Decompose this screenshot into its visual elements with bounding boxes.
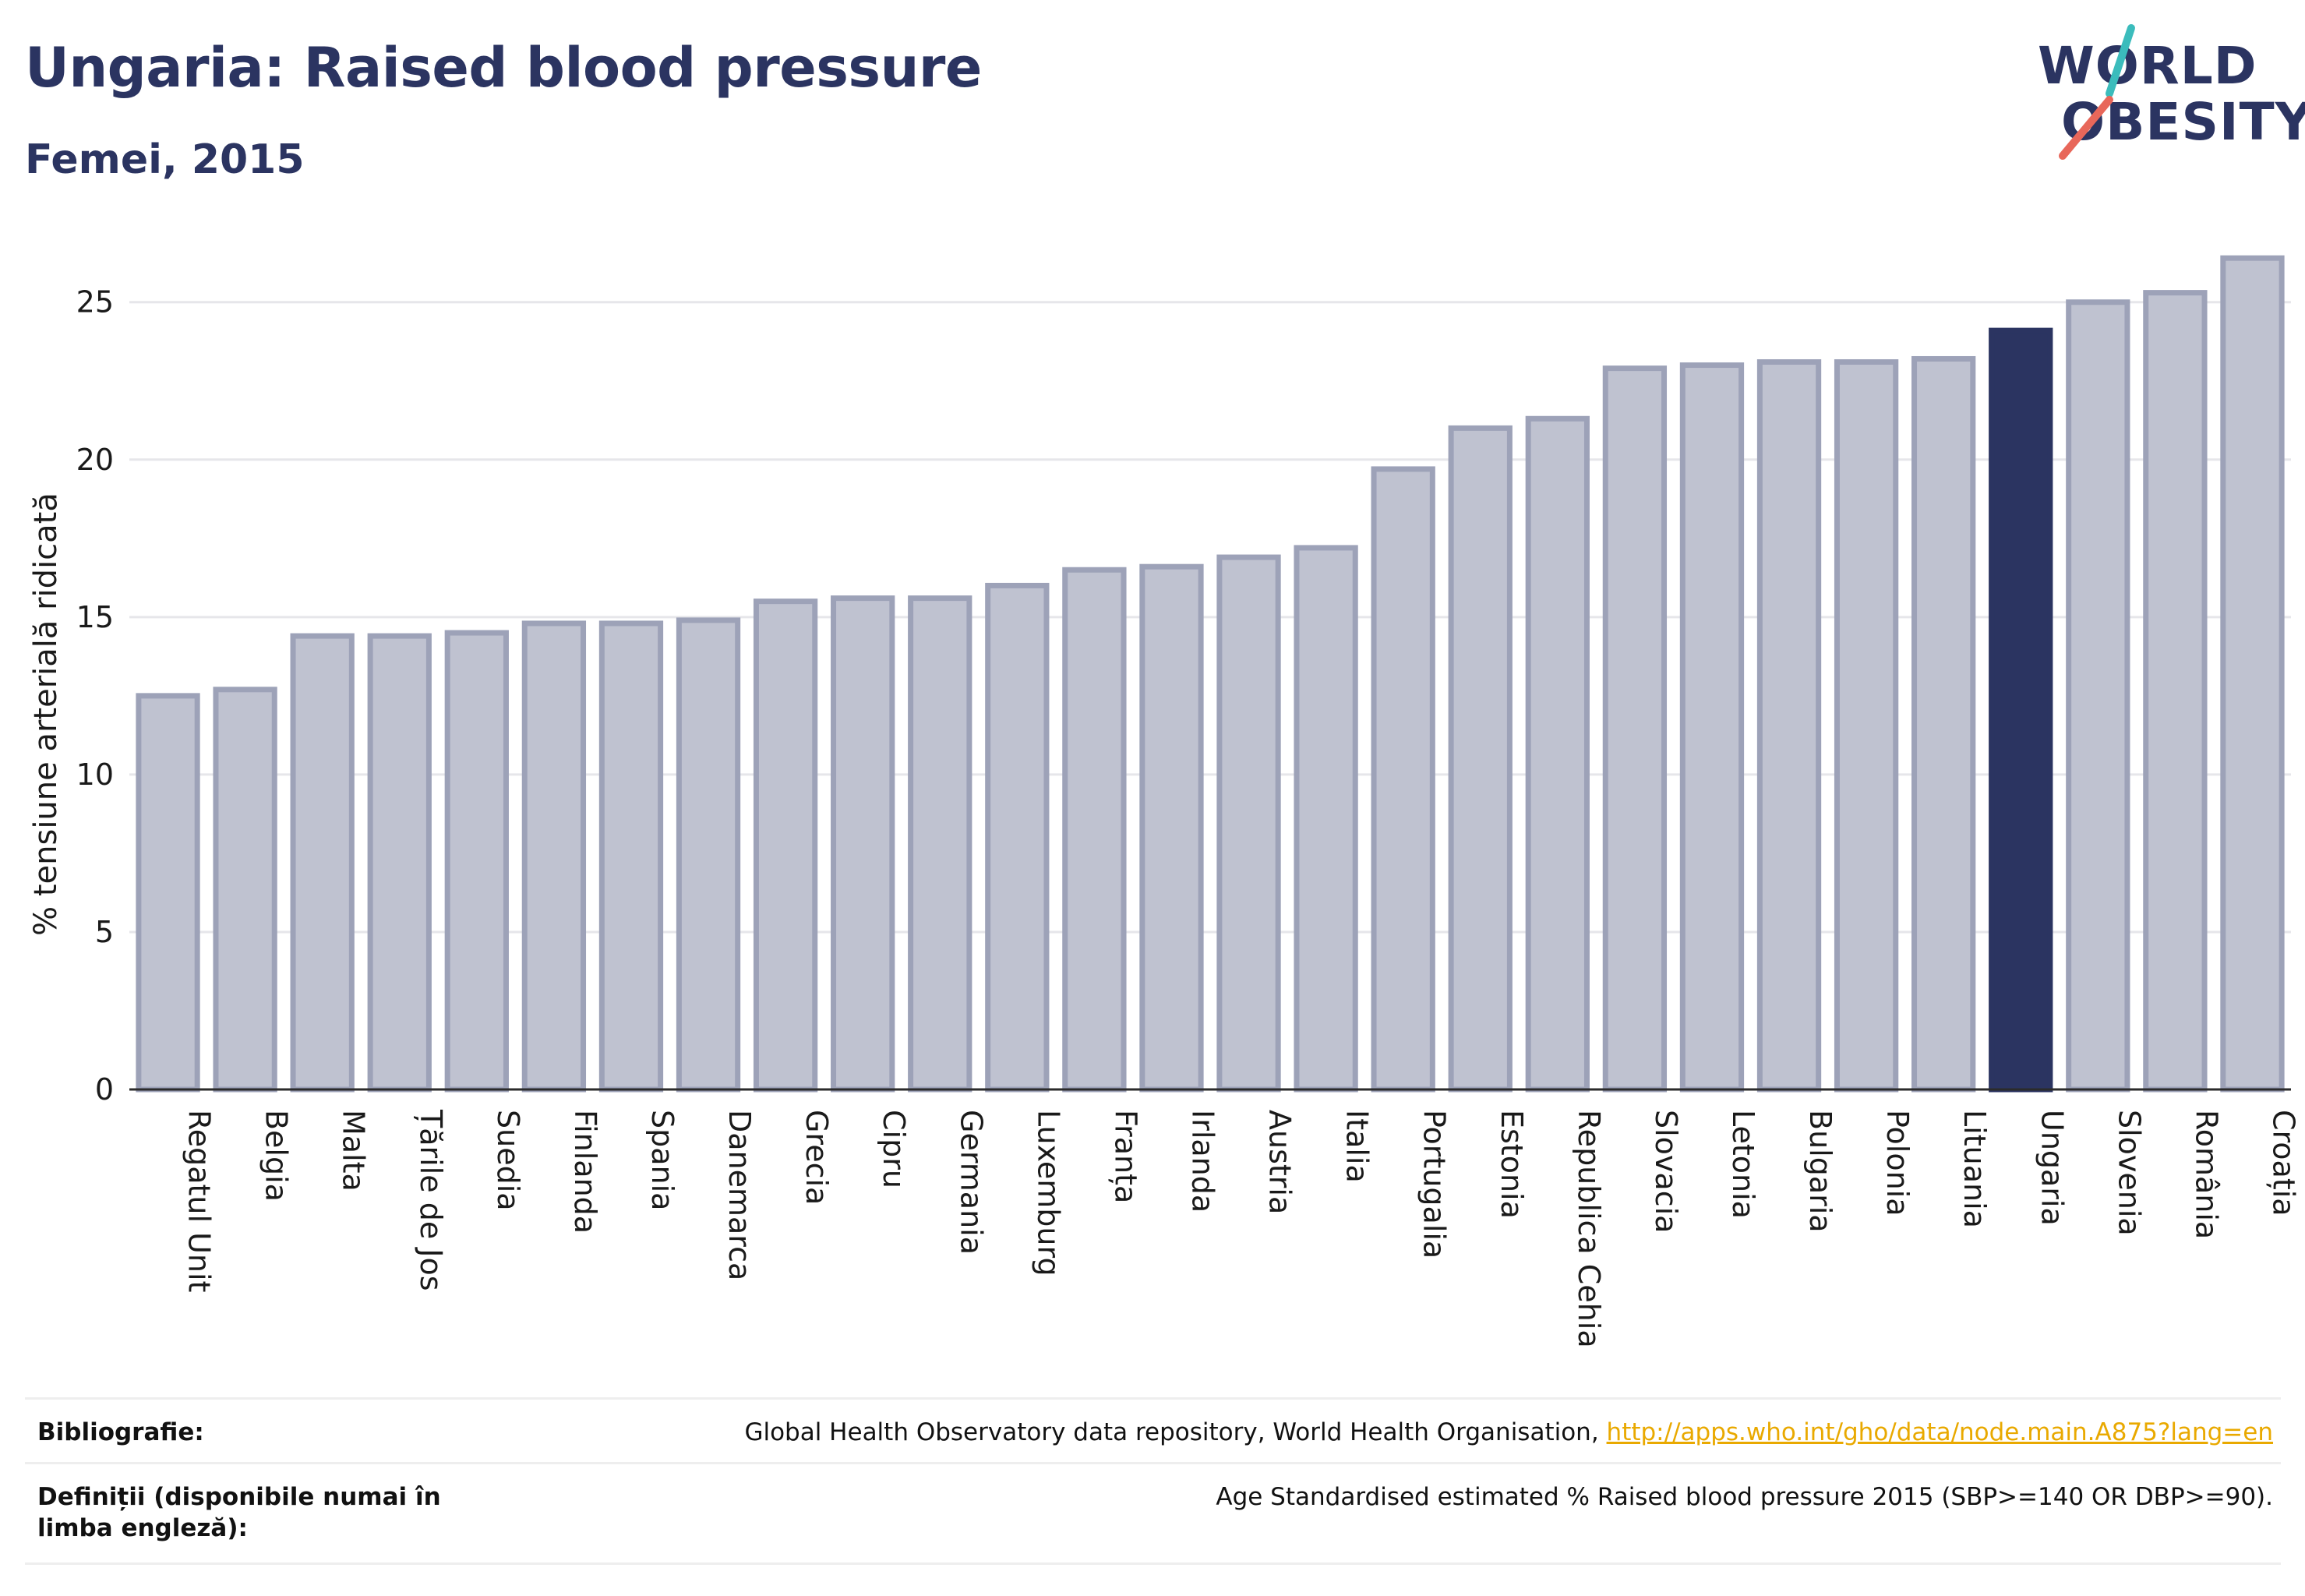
bar xyxy=(1525,415,1590,1093)
y-tick-labels: 0 5 10 15 20 25 xyxy=(76,285,114,1107)
y-tick-label: 0 xyxy=(95,1072,114,1107)
bar xyxy=(908,595,972,1093)
bibliography-text: Global Health Observatory data repositor… xyxy=(744,1417,2273,1448)
bar xyxy=(1756,359,1822,1093)
bar xyxy=(831,595,895,1093)
bar xyxy=(2143,290,2208,1093)
world-obesity-logo: WORLD OBESITY xyxy=(2038,22,2305,170)
y-tick-label: 20 xyxy=(76,443,114,477)
bar xyxy=(213,687,277,1093)
bar xyxy=(290,633,355,1093)
bar xyxy=(1216,554,1281,1093)
definitions-label: Definiții (disponibile numai în limba en… xyxy=(37,1483,441,1542)
bar xyxy=(136,693,200,1093)
bar xyxy=(676,617,741,1093)
y-tick-label: 5 xyxy=(95,915,114,949)
x-tick-label: România xyxy=(2189,1110,2223,1239)
x-tick-label: Slovacia xyxy=(1649,1110,1683,1233)
bar xyxy=(2220,255,2285,1093)
page-title: Ungaria: Raised blood pressure xyxy=(25,36,982,100)
x-tick-label: Regatul Unit xyxy=(182,1110,217,1292)
x-tick-label: Polonia xyxy=(1880,1110,1915,1216)
bar xyxy=(1371,466,1435,1093)
bar xyxy=(521,620,587,1093)
x-tick-label: Letonia xyxy=(1726,1110,1760,1219)
bar xyxy=(1139,563,1204,1093)
y-axis-label: % tensiune arterială ridicată xyxy=(28,493,64,936)
x-tick-label: Estonia xyxy=(1495,1110,1529,1219)
x-tick-label: Italia xyxy=(1340,1110,1375,1183)
y-tick-label: 15 xyxy=(76,600,114,634)
x-tick-label: Malta xyxy=(337,1110,371,1192)
bar-chart: 0 5 10 15 20 25 Regatul Unit Belgia Malta Țările… xyxy=(28,255,2301,1348)
bibliography-row: Bibliografie: Global Health Observatory … xyxy=(25,1397,2281,1462)
y-tick-label: 25 xyxy=(76,285,114,320)
x-tick-label: Cipru xyxy=(877,1110,911,1188)
bar xyxy=(1911,355,1976,1093)
x-tick-label: Croația xyxy=(2266,1110,2300,1216)
x-tick-labels: Regatul Unit Belgia Malta Țările de Jos Sued… xyxy=(182,1109,2301,1348)
x-tick-label: Țările de Jos xyxy=(414,1109,448,1291)
x-tick-label: Portugalia xyxy=(1417,1110,1452,1259)
bibliography-label: Bibliografie: xyxy=(37,1418,204,1446)
logo-slash-icon xyxy=(2059,24,2135,160)
bar xyxy=(1294,545,1358,1093)
x-tick-label: Franța xyxy=(1108,1110,1142,1203)
bar xyxy=(1448,425,1513,1093)
bar xyxy=(985,582,1050,1093)
bar xyxy=(753,598,818,1093)
bar xyxy=(2066,299,2130,1093)
bar xyxy=(1679,362,1745,1093)
bar-highlight xyxy=(1989,327,2053,1093)
x-tick-label: Bulgaria xyxy=(1803,1110,1837,1233)
definitions-row: Definiții (disponibile numai în limba en… xyxy=(25,1462,2281,1565)
x-tick-label: Luxemburg xyxy=(1031,1110,1065,1276)
bars xyxy=(136,255,2285,1093)
x-tick-label: Republica Cehia xyxy=(1572,1110,1606,1348)
bar xyxy=(367,633,432,1093)
x-tick-label: Grecia xyxy=(800,1110,834,1205)
x-tick-label: Austria xyxy=(1263,1110,1297,1214)
bar xyxy=(1602,365,1668,1093)
x-tick-label: Danemarca xyxy=(722,1110,757,1280)
x-tick-label: Ungaria xyxy=(2035,1110,2069,1226)
bibliography-source: Global Health Observatory data repositor… xyxy=(744,1418,1607,1446)
x-tick-label: Spania xyxy=(645,1110,679,1210)
bar xyxy=(1062,567,1127,1093)
x-tick-label: Germania xyxy=(954,1110,988,1255)
x-tick-label: Irlanda xyxy=(1185,1110,1220,1213)
bar xyxy=(1834,359,1899,1093)
x-tick-label: Slovenia xyxy=(2112,1110,2146,1236)
x-tick-label: Belgia xyxy=(259,1110,294,1202)
y-tick-label: 10 xyxy=(76,757,114,792)
bar xyxy=(444,630,509,1093)
x-tick-label: Suedia xyxy=(491,1110,525,1211)
bibliography-link[interactable]: http://apps.who.int/gho/data/node.main.A… xyxy=(1606,1418,2273,1446)
bar xyxy=(598,620,664,1093)
x-tick-label: Finlanda xyxy=(568,1110,602,1234)
page-subtitle: Femei, 2015 xyxy=(25,136,305,183)
logo-line-1: WORLD xyxy=(2038,36,2257,96)
x-tick-label: Lituania xyxy=(1957,1110,1992,1228)
definitions-text: Age Standardised estimated % Raised bloo… xyxy=(1216,1483,2273,1511)
